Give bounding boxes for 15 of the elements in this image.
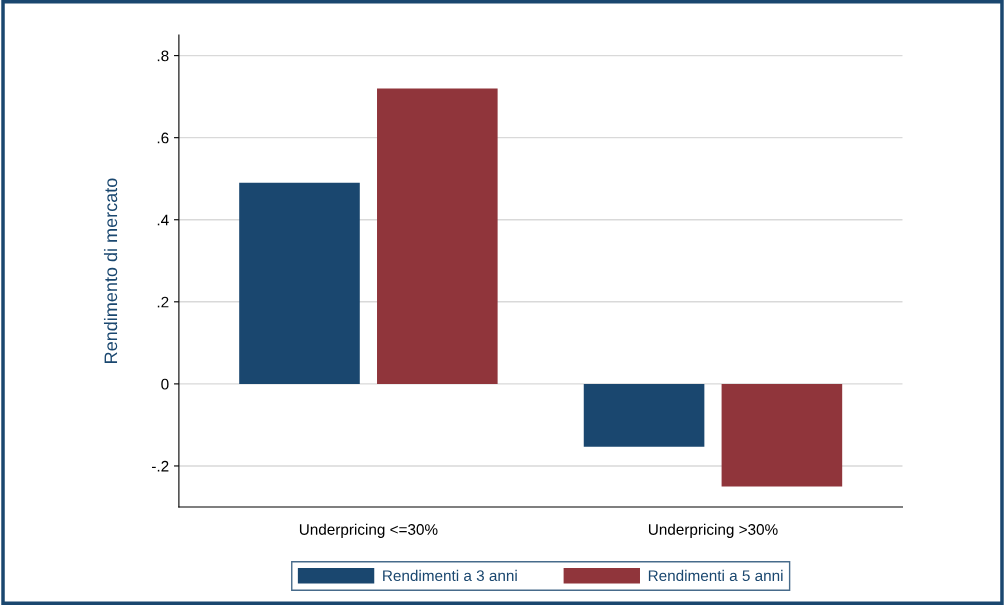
bar (583, 383, 705, 447)
bar (377, 88, 498, 384)
x-tick-label: Underpricing <=30% (299, 523, 438, 538)
y-tick-label: .8 (157, 50, 169, 62)
y-tick-label: .6 (157, 132, 169, 144)
bar (721, 383, 843, 487)
y-axis-title: Rendimento di mercato (103, 178, 118, 363)
y-tick-label: .4 (157, 214, 169, 226)
y-tick-label: -.2 (152, 460, 169, 472)
x-tick-label: Underpricing >30% (648, 523, 778, 538)
legend-label: Rendimenti a 5 anni (648, 569, 783, 582)
bar (239, 182, 360, 384)
y-tick-label: 0 (161, 378, 169, 390)
y-tick-label: .2 (157, 296, 169, 308)
legend-label: Rendimenti a 3 anni (383, 569, 517, 582)
